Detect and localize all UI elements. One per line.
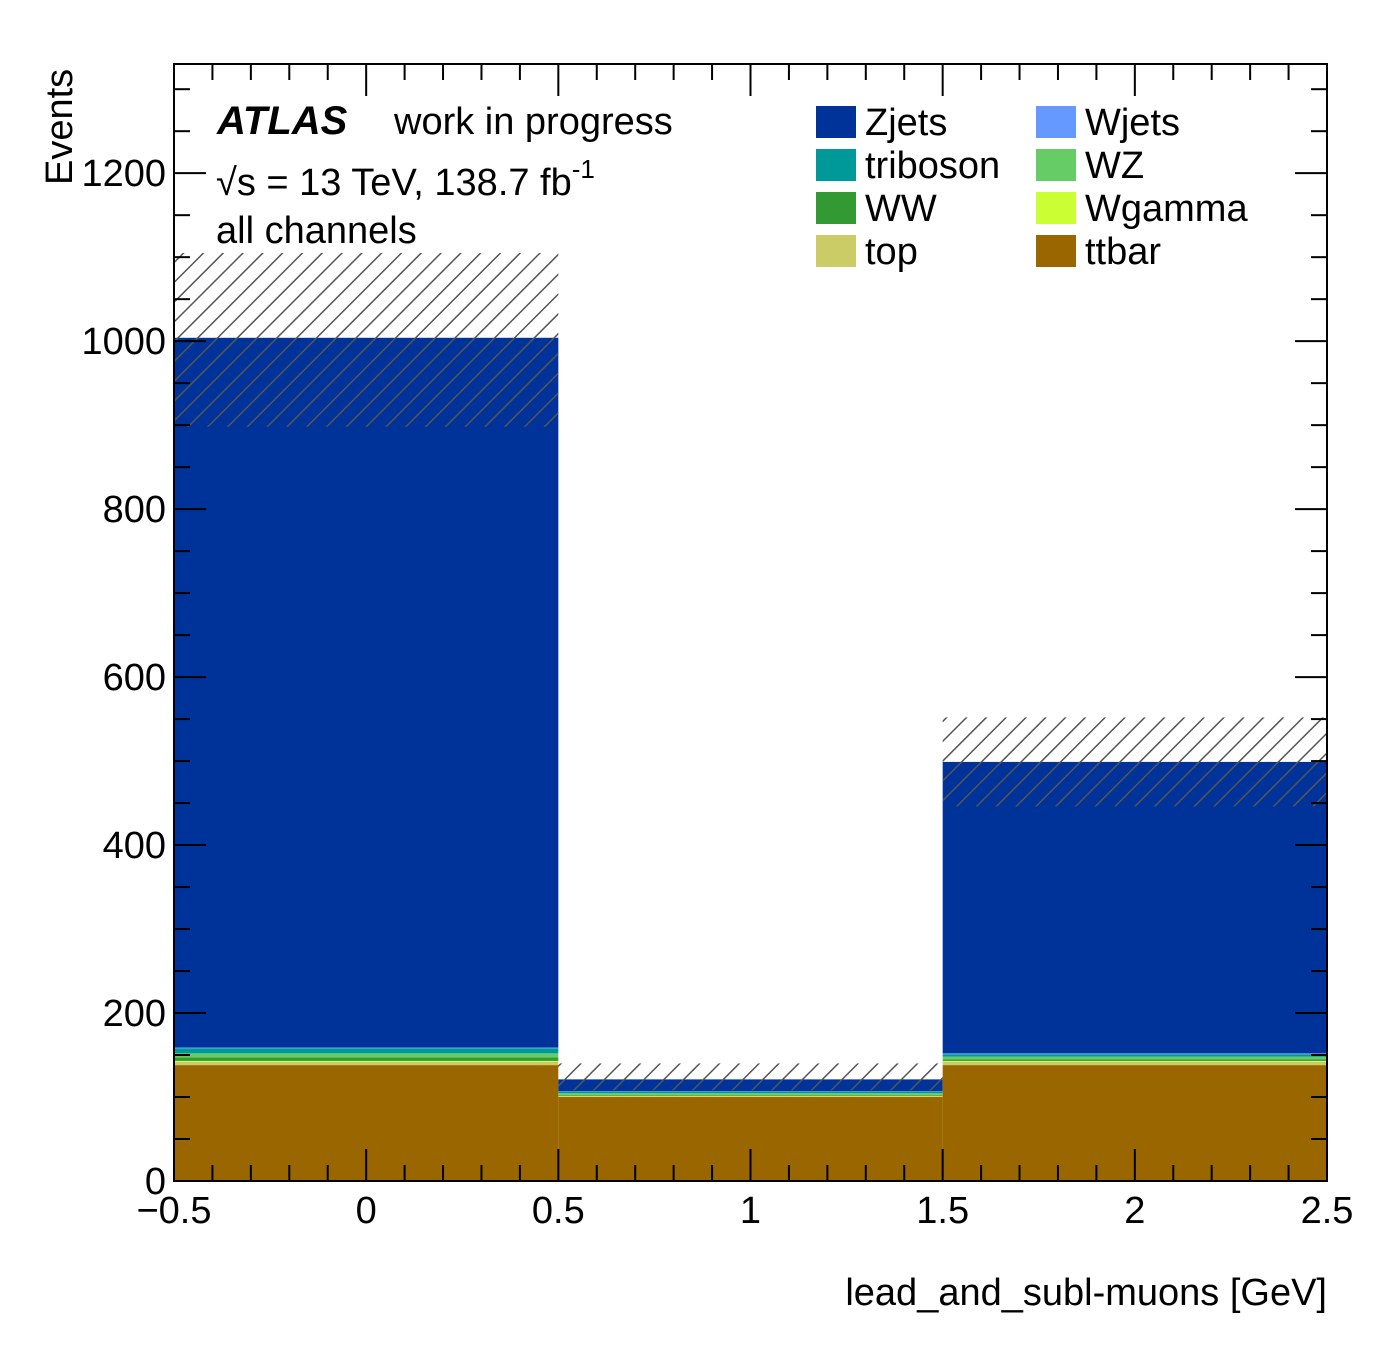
y-tick-label: 1200 bbox=[81, 153, 166, 195]
atlas-label: ATLAS bbox=[216, 99, 348, 143]
channel-label: all channels bbox=[216, 210, 417, 252]
energy-lumi-text: s = 13 TeV, 138.7 fb bbox=[237, 162, 572, 204]
legend-swatch bbox=[1036, 192, 1076, 224]
x-tick-label: 1.5 bbox=[916, 1190, 969, 1232]
bar-wz-bin-1 bbox=[558, 1093, 943, 1095]
legend-entry-wjets: Wjets bbox=[1036, 102, 1180, 144]
y-tick-label: 200 bbox=[103, 993, 166, 1035]
bar-ww-bin-1 bbox=[558, 1094, 943, 1096]
legend-label: top bbox=[865, 231, 918, 273]
legend-swatch bbox=[816, 192, 856, 224]
uncertainty-band-bin-2 bbox=[942, 717, 1327, 807]
bar-wz-bin-0 bbox=[174, 1053, 559, 1058]
x-tick-label: −0.5 bbox=[136, 1190, 211, 1232]
legend-label: ttbar bbox=[1085, 231, 1161, 273]
x-tick-label: 0 bbox=[356, 1190, 377, 1232]
sqrt-symbol: √ bbox=[216, 162, 237, 204]
x-axis-title: lead_and_subl-muons [GeV] bbox=[845, 1272, 1327, 1314]
legend-entry-triboson: triboson bbox=[816, 145, 1000, 187]
energy-lumi-label: √s = 13 TeV, 138.7 fb-1 bbox=[216, 154, 595, 204]
bar-top-bin-2 bbox=[942, 1061, 1327, 1066]
legend-swatch bbox=[816, 149, 856, 181]
uncertainty-band-bin-1 bbox=[558, 1063, 943, 1091]
legend-entry-ttbar: ttbar bbox=[1036, 231, 1161, 273]
bar-zjets-bin-0 bbox=[174, 337, 559, 1048]
bar-wjets-bin-0 bbox=[174, 1047, 559, 1049]
bar-wgamma-bin-0 bbox=[174, 1060, 559, 1062]
bar-triboson-bin-0 bbox=[174, 1048, 559, 1054]
bar-top-bin-0 bbox=[174, 1061, 559, 1066]
legend-swatch bbox=[1036, 235, 1076, 267]
lumi-exponent: -1 bbox=[572, 154, 595, 184]
y-tick-label: 600 bbox=[103, 657, 166, 699]
legend-swatch bbox=[1036, 106, 1076, 138]
bar-ww-bin-2 bbox=[942, 1059, 1327, 1061]
legend-label: WW bbox=[865, 188, 937, 230]
legend-swatch bbox=[816, 106, 856, 138]
x-tick-label: 2 bbox=[1124, 1190, 1145, 1232]
legend-label: WZ bbox=[1085, 145, 1144, 187]
y-tick-label: 0 bbox=[145, 1161, 166, 1203]
bar-top-bin-1 bbox=[558, 1096, 943, 1098]
bar-triboson-bin-2 bbox=[942, 1054, 1327, 1057]
legend-label: Wgamma bbox=[1085, 188, 1248, 230]
x-tick-label: 0.5 bbox=[532, 1190, 585, 1232]
legend-entry-wz: WZ bbox=[1036, 145, 1144, 187]
bar-wjets-bin-2 bbox=[942, 1053, 1327, 1055]
legend-entry-zjets: Zjets bbox=[816, 102, 947, 144]
legend-swatch bbox=[816, 235, 856, 267]
legend-label: Wjets bbox=[1085, 102, 1180, 144]
bar-triboson-bin-1 bbox=[558, 1091, 943, 1094]
svg-text:√s = 13 TeV, 138.7 fb-1: √s = 13 TeV, 138.7 fb-1 bbox=[216, 154, 595, 204]
axis-ticks bbox=[173, 64, 1328, 1182]
bar-wgamma-bin-2 bbox=[942, 1060, 1327, 1062]
x-tick-label: 2.5 bbox=[1301, 1190, 1354, 1232]
legend-entry-ww: WW bbox=[816, 188, 937, 230]
y-tick-label: 1000 bbox=[81, 321, 166, 363]
y-tick-label: 400 bbox=[103, 825, 166, 867]
uncertainty-band-bin-0 bbox=[174, 252, 559, 427]
legend-entry-top: top bbox=[816, 231, 918, 273]
bar-zjets-bin-2 bbox=[942, 761, 1327, 1054]
y-axis-title: Events bbox=[39, 69, 81, 185]
x-tick-label: 1 bbox=[740, 1190, 761, 1232]
legend-label: Zjets bbox=[865, 102, 947, 144]
legend-entry-wgamma: Wgamma bbox=[1036, 188, 1248, 230]
legend-swatch bbox=[1036, 149, 1076, 181]
legend-label: triboson bbox=[865, 145, 1000, 187]
status-label: work in progress bbox=[393, 101, 673, 143]
y-tick-label: 800 bbox=[103, 489, 166, 531]
bar-wz-bin-2 bbox=[942, 1056, 1327, 1060]
plot-area bbox=[174, 337, 1327, 1181]
bar-ww-bin-0 bbox=[174, 1057, 559, 1061]
legend: Zjets Wjets triboson WZ WW Wgamma top ttbar bbox=[816, 102, 1248, 273]
uncertainty-band bbox=[174, 252, 1327, 1091]
